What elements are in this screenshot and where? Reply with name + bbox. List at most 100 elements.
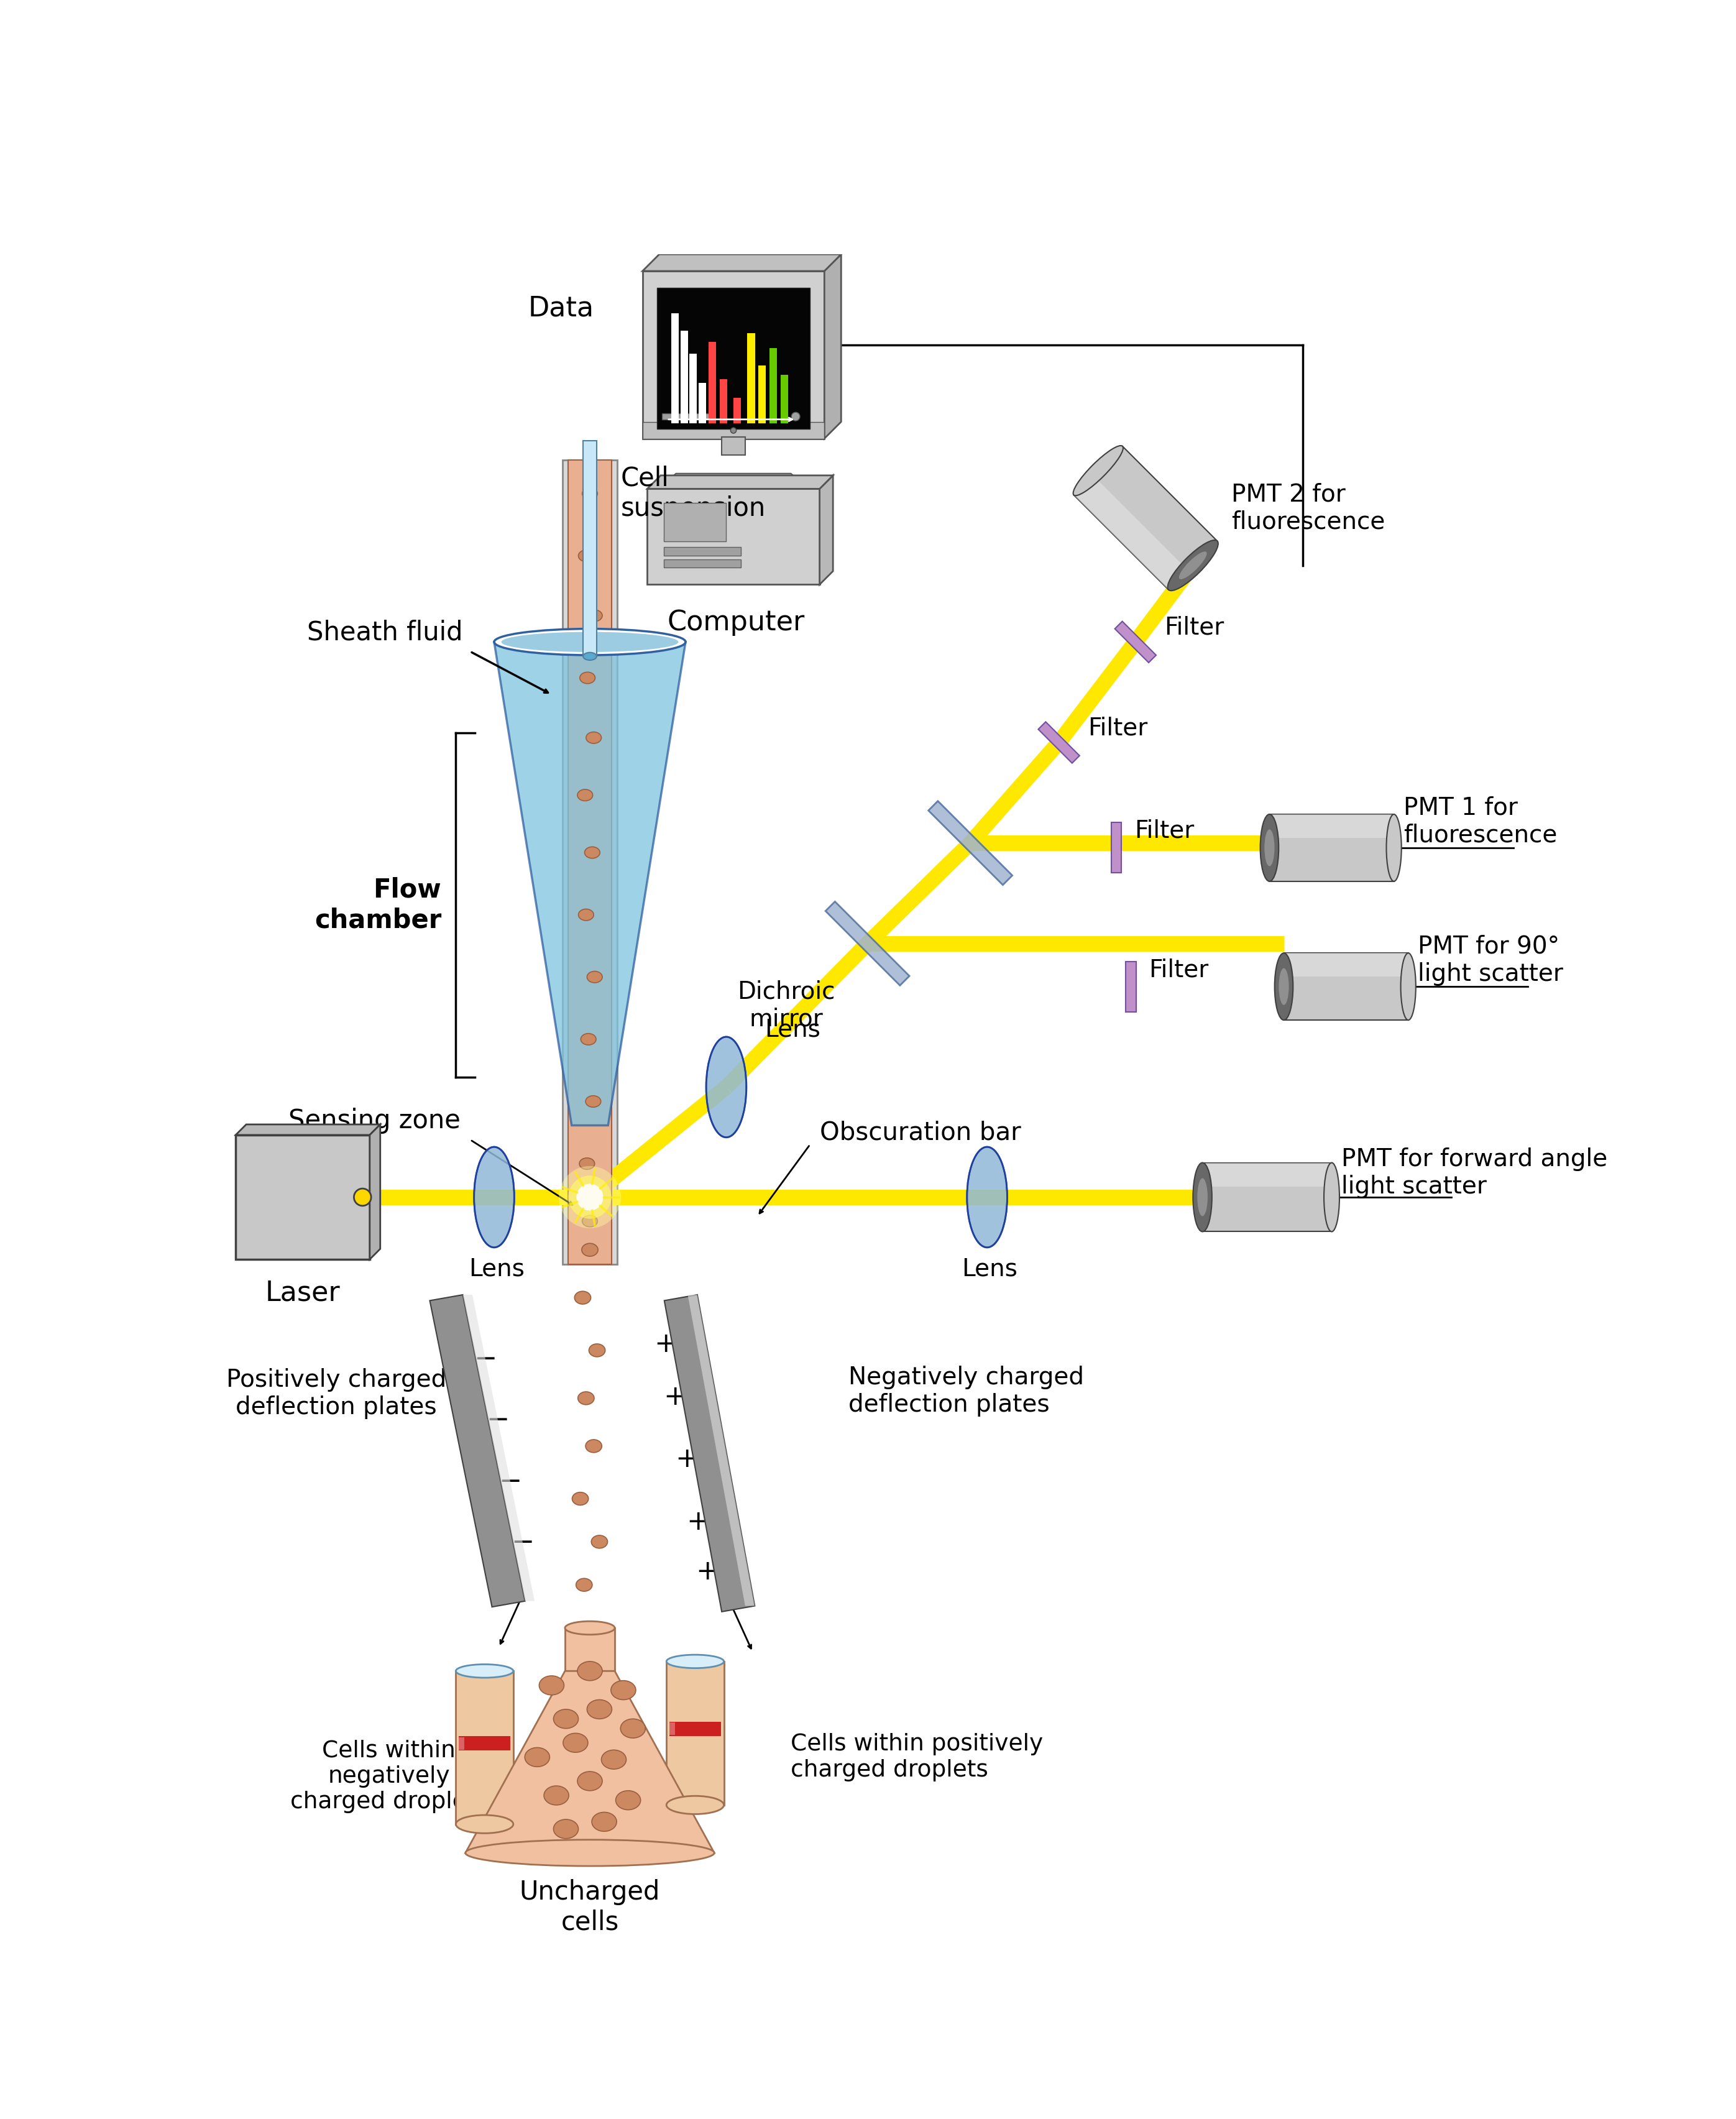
Ellipse shape (578, 790, 592, 801)
Polygon shape (1203, 1163, 1332, 1187)
Polygon shape (431, 1295, 524, 1606)
Text: Filter: Filter (1165, 617, 1224, 640)
Text: Lens: Lens (469, 1257, 524, 1280)
Ellipse shape (707, 1036, 746, 1138)
Text: Cells within positively
charged droplets: Cells within positively charged droplets (792, 1733, 1043, 1782)
Ellipse shape (1168, 540, 1219, 591)
Bar (562, 460, 616, 1265)
Bar (719, 379, 727, 424)
Bar (670, 1723, 675, 1735)
Ellipse shape (540, 1676, 564, 1695)
Bar (236, 1136, 370, 1259)
Ellipse shape (667, 1797, 724, 1814)
Ellipse shape (564, 1621, 615, 1634)
Bar (670, 1723, 720, 1735)
Polygon shape (464, 1295, 535, 1602)
Text: Filter: Filter (1087, 716, 1147, 740)
Ellipse shape (576, 1579, 592, 1591)
Text: Lens: Lens (764, 1017, 821, 1040)
Polygon shape (1075, 475, 1187, 589)
Polygon shape (1285, 954, 1408, 1019)
Bar (458, 1738, 465, 1750)
Ellipse shape (578, 1392, 594, 1405)
Bar (681, 331, 689, 424)
Ellipse shape (587, 610, 602, 621)
Bar (583, 441, 597, 657)
Polygon shape (1125, 962, 1135, 1011)
Ellipse shape (578, 1771, 602, 1791)
Bar (648, 489, 819, 585)
Ellipse shape (1274, 954, 1293, 1019)
Text: Flow
chamber: Flow chamber (314, 877, 441, 932)
Ellipse shape (1279, 968, 1288, 1004)
Bar (781, 375, 788, 424)
Ellipse shape (554, 1820, 578, 1839)
Text: −: − (474, 1346, 496, 1373)
Ellipse shape (580, 672, 595, 684)
Polygon shape (1038, 723, 1080, 763)
Ellipse shape (589, 1343, 606, 1356)
Bar (457, 1672, 514, 1824)
Ellipse shape (1073, 445, 1123, 496)
Polygon shape (1269, 814, 1394, 882)
Circle shape (576, 1185, 604, 1210)
Ellipse shape (582, 1666, 597, 1678)
Circle shape (792, 413, 800, 422)
Text: PMT 1 for
fluorescence: PMT 1 for fluorescence (1403, 797, 1557, 848)
Ellipse shape (524, 1748, 550, 1767)
Polygon shape (665, 1295, 755, 1613)
Ellipse shape (474, 1146, 514, 1248)
Bar (700, 384, 707, 424)
Text: Computer: Computer (667, 610, 804, 636)
Ellipse shape (1193, 1163, 1212, 1231)
Text: PMT 2 for
fluorescence: PMT 2 for fluorescence (1231, 483, 1385, 534)
Polygon shape (642, 254, 842, 271)
Bar (568, 460, 611, 1265)
Text: Data: Data (528, 295, 594, 322)
Circle shape (559, 1165, 621, 1229)
Polygon shape (495, 642, 686, 1125)
Ellipse shape (967, 1146, 1007, 1248)
Ellipse shape (616, 1791, 641, 1810)
Bar (665, 502, 726, 542)
Ellipse shape (667, 1655, 724, 1668)
Ellipse shape (573, 1492, 589, 1504)
Text: Lens: Lens (962, 1257, 1017, 1280)
Text: Filter: Filter (1149, 958, 1208, 981)
Ellipse shape (582, 1034, 595, 1045)
Text: Negatively charged
deflection plates: Negatively charged deflection plates (849, 1365, 1083, 1415)
Text: Sheath fluid: Sheath fluid (307, 619, 464, 646)
Bar (672, 314, 679, 424)
Ellipse shape (580, 1157, 595, 1170)
Ellipse shape (587, 1699, 611, 1719)
Text: Cells within
negatively
charged droplets: Cells within negatively charged droplets (290, 1740, 488, 1814)
Ellipse shape (495, 629, 686, 655)
Ellipse shape (575, 1290, 590, 1303)
Text: −: − (510, 1530, 535, 1555)
Polygon shape (826, 901, 910, 985)
Bar (564, 1627, 615, 1672)
Text: +: + (654, 1331, 677, 1358)
Polygon shape (1285, 954, 1408, 977)
Polygon shape (648, 475, 833, 489)
Text: Dichroic
mirror: Dichroic mirror (738, 981, 835, 1032)
Ellipse shape (1260, 814, 1279, 882)
Bar (722, 437, 745, 456)
Polygon shape (1269, 814, 1394, 837)
Ellipse shape (1401, 954, 1417, 1019)
Text: Uncharged
cells: Uncharged cells (519, 1880, 660, 1935)
Polygon shape (236, 1125, 380, 1136)
Polygon shape (667, 473, 800, 481)
Ellipse shape (601, 1750, 627, 1769)
Ellipse shape (457, 1816, 514, 1833)
Polygon shape (1115, 621, 1156, 663)
Circle shape (354, 1189, 372, 1206)
Bar (708, 341, 715, 424)
Ellipse shape (585, 1096, 601, 1108)
Ellipse shape (457, 1663, 514, 1678)
Bar (656, 288, 811, 428)
Polygon shape (1111, 822, 1121, 873)
Bar (458, 1735, 510, 1750)
Text: Cell
suspension: Cell suspension (621, 466, 766, 521)
Ellipse shape (592, 1536, 608, 1549)
